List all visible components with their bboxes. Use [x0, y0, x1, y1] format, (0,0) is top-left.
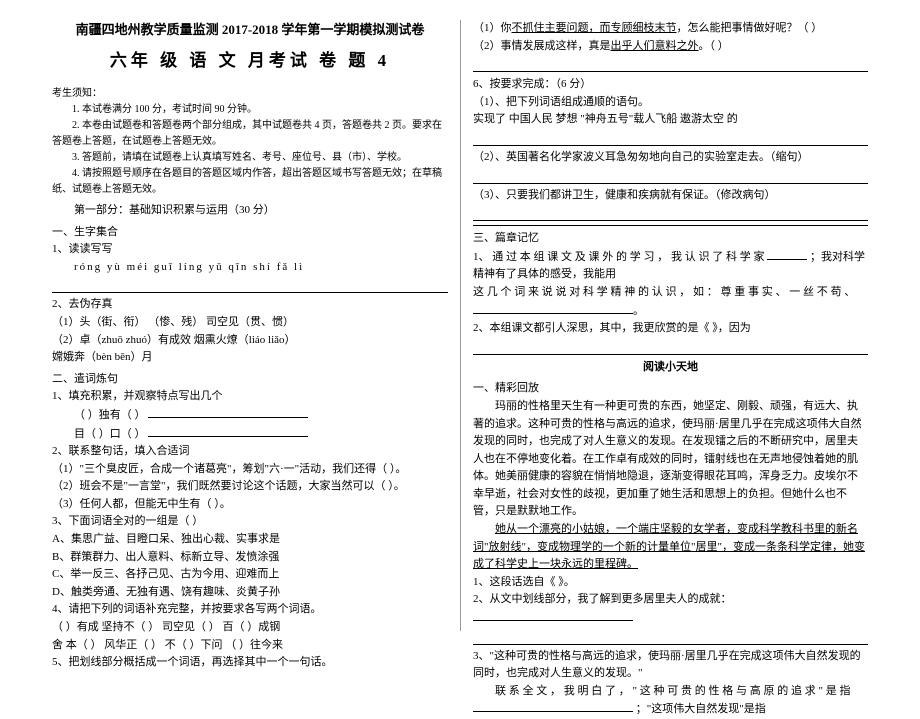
reading-passage-2: 她从一个漂亮的小姑娘，一个端庄坚毅的女学者，变成科学教科书里的新名词"放射线"，…: [473, 521, 868, 574]
blank[interactable]: [148, 425, 308, 437]
q2-1a-text: （ ）独有（ ）: [74, 409, 146, 421]
notice-4: 4. 请按照题号顺序在各题目的答题区域内作答，超出答题区域书写答题无效；在草稿纸…: [52, 166, 448, 198]
q2-1a: （ ）独有（ ）: [52, 406, 448, 425]
q1-2b: （2）卓（zhuō zhuó）有成效 烟熏火燎（liáo liǎo）: [52, 332, 448, 350]
q3-1a: 1、 通 过 本 组 课 文 及 课 外 的 学 习 ， 我 认 识 了 科 学…: [473, 251, 765, 263]
option-d: D、触类旁通、无独有遇、饶有趣味、炎黄子孙: [52, 584, 448, 602]
q6-2: （2）、英国著名化学家波义耳急匆匆地向自己的实验室走去。（缩句）: [473, 149, 868, 167]
reading-q3b-row: ；"这项伟大自然发现"是指: [473, 700, 868, 719]
q6-3: （3）、只要我们都讲卫生，健康和疾病就有保证。（修改病句）: [473, 187, 868, 205]
section-2: 二、遣词炼句: [52, 371, 448, 389]
q2-1: 1、填充积累，并观察特点写出几个: [52, 388, 448, 406]
notice-label: 考生须知：: [52, 86, 448, 102]
reading-q3: 3、"这种可贵的性格与高远的追求，使玛丽·居里几乎在完成这项伟大自然发现的同时，…: [473, 648, 868, 683]
reading-section-title: 阅读小天地: [473, 359, 868, 377]
blank-line[interactable]: [52, 279, 448, 293]
q3-2: 2、本组课文都引人深思，其中，我更欣赏的是《 》，因为: [473, 320, 868, 338]
reading-q3a: 联 系 全 文 ， 我 明 白 了 ， " 这 种 可 贵 的 性 格 与 高 …: [473, 683, 868, 701]
blank-line[interactable]: [473, 207, 868, 221]
blank-line[interactable]: [473, 58, 868, 72]
section-3: 三、篇章记忆: [473, 230, 868, 248]
reading-q2-text: 2、从文中划线部分，我了解到更多居里夫人的成就：: [473, 593, 732, 605]
q3-2-text: 2、本组课文都引人深思，其中，我更欣赏的是《 》，因为: [473, 322, 751, 334]
q5-1-underline: 不抓住主要问题，而专顾细枝末节: [512, 22, 677, 34]
q5-2: （2）事情发展成这样，真是出乎人们意料之外。（ ）: [473, 38, 868, 56]
section-1: 一、生字集合: [52, 224, 448, 242]
q1-1: 1、读读写写: [52, 241, 448, 259]
blank[interactable]: [473, 700, 633, 712]
reading-underline: 她从一个漂亮的小姑娘，一个端庄坚毅的女学者，变成科学教科书里的新名词"放射线"，…: [473, 523, 865, 570]
q2-4b: 舍 本（ ） 风华正（ ） 不（ ）下问 （ ）往今来: [52, 637, 448, 655]
q2-1b: 目（ ）口（ ）: [52, 425, 448, 444]
q2-2c: （3）任何人都，但能无中生有（ ）。: [52, 496, 448, 514]
q2-2b: （2）班会不是"一言堂"，我们既然要讨论这个话题，大家当然可以（ ）。: [52, 478, 448, 496]
q5-2-post: 。（ ）: [699, 40, 729, 52]
option-b: B、群策群力、出人意料、标新立导、发愤涂强: [52, 549, 448, 567]
blank[interactable]: [767, 248, 807, 260]
q2-4a: （ ）有成 坚持不（ ） 司空见（ ） 百（ ）成钢: [52, 619, 448, 637]
q5-1-post: ，怎么能把事情做好呢？（ ）: [677, 22, 823, 34]
notice-1: 1. 本试卷满分 100 分，考试时间 90 分钟。: [52, 102, 448, 118]
q6: 6、按要求完成：（6 分）: [473, 76, 868, 94]
reading-q2: 2、从文中划线部分，我了解到更多居里夫人的成就：: [473, 591, 868, 627]
q3-1: 1、 通 过 本 组 课 文 及 课 外 的 学 习 ， 我 认 识 了 科 学…: [473, 248, 868, 284]
reading-q3a-text: 联 系 全 文 ， 我 明 白 了 ， " 这 种 可 贵 的 性 格 与 高 …: [495, 685, 850, 697]
q3-1c: 这 几 个 词 来 说 说 对 科 学 精 神 的 认 识 ， 如 ： 尊 重 …: [473, 284, 868, 320]
q5-2-underline: 出乎人们意料之外: [611, 40, 699, 52]
divider: [473, 225, 868, 226]
q3-1c-text: 这 几 个 词 来 说 说 对 科 学 精 神 的 认 识 ， 如 ： 尊 重 …: [473, 286, 855, 298]
q2-5: 5、把划线部分概括成一个词语，再选择其中一个一句话。: [52, 654, 448, 672]
option-c: C、举一反三、各抒己见、古为今用、迎难而上: [52, 566, 448, 584]
notice-3: 3. 答题前，请填在试题卷上认真填写姓名、考号、座位号、县（市）、学校。: [52, 150, 448, 166]
blank-line[interactable]: [473, 132, 868, 146]
q6-1: （1）、把下列词语组成通顺的语句。: [473, 94, 868, 112]
q2-1b-text: 目（ ）口（ ）: [74, 428, 146, 440]
q2-3: 3、下面词语全对的一组是（ ）: [52, 513, 448, 531]
notice-2: 2. 本卷由试题卷和答题卷两个部分组成，其中试题卷共 4 页，答题卷共 2 页。…: [52, 118, 448, 150]
reading-passage-1: 玛丽的性格里天生有一种更可贵的东西，她坚定、刚毅、顽强，有远大、执著的追求。这种…: [473, 398, 868, 521]
q5-1-pre: （1）你: [473, 22, 512, 34]
part-1-title: 第一部分：基础知识积累与运用（30 分）: [52, 202, 448, 220]
blank[interactable]: [148, 406, 308, 418]
blank-line[interactable]: [473, 341, 868, 355]
blank[interactable]: [473, 609, 633, 621]
reading-q1: 1、这段话选自《 》。: [473, 574, 868, 592]
q6-1a: 实现了 中国人民 梦想 "神舟五号"载人飞船 遨游太空 的: [473, 111, 868, 129]
q1-2c: 嫦娥奔（bèn bēn）月: [52, 349, 448, 367]
q1-2: 2、去伪存真: [52, 296, 448, 314]
q5-2-pre: （2）事情发展成这样，真是: [473, 40, 611, 52]
reading-q3b-text: ；"这项伟大自然发现"是指: [636, 703, 766, 715]
exam-header-line-2: 六年 级 语 文 月考试 卷 题 4: [52, 47, 448, 74]
pinyin-row: róng yù méi guī líng yǔ qīn shí fǎ lì: [52, 259, 448, 277]
right-column: （1）你不抓住主要问题，而专顾细枝末节，怎么能把事情做好呢？（ ） （2）事情发…: [460, 20, 880, 631]
exam-header-line-1: 南疆四地州教学质量监测 2017-2018 学年第一学期模拟测试卷: [52, 20, 448, 41]
q5-1: （1）你不抓住主要问题，而专顾细枝末节，怎么能把事情做好呢？（ ）: [473, 20, 868, 38]
q2-2: 2、联系整句话，填入合适词: [52, 443, 448, 461]
q1-2a: （1）头（街、衔） （惨、残） 司空见（贯、惯）: [52, 314, 448, 332]
blank-line[interactable]: [473, 631, 868, 645]
blank[interactable]: [473, 302, 633, 314]
blank-line[interactable]: [473, 170, 868, 184]
q2-2a: （1）"三个臭皮匠，合成一个诸葛亮"，筹划"六·一"活动，我们还得（ ）。: [52, 461, 448, 479]
q2-4: 4、请把下列的词语补充完整，并按要求各写两个词语。: [52, 601, 448, 619]
reading-1: 一、精彩回放: [473, 380, 868, 398]
left-column: 南疆四地州教学质量监测 2017-2018 学年第一学期模拟测试卷 六年 级 语…: [40, 20, 460, 631]
option-a: A、集思广益、目瞪口呆、独出心裁、实事求是: [52, 531, 448, 549]
